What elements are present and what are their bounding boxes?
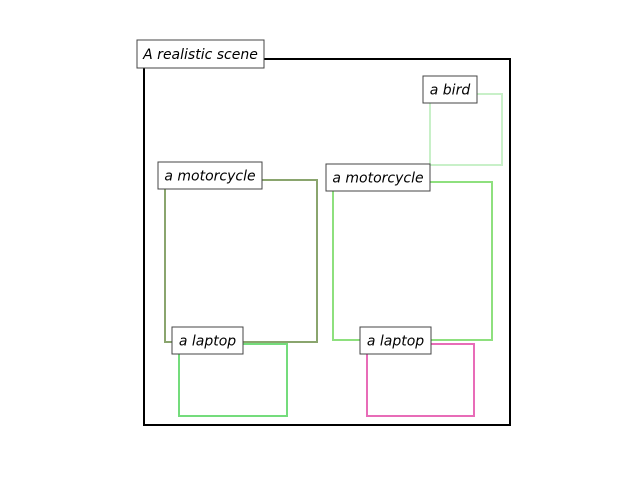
bird-label: a bird bbox=[422, 75, 478, 104]
bird-box bbox=[429, 93, 503, 166]
motorcycle-right-box bbox=[332, 181, 493, 341]
scene-frame bbox=[143, 58, 511, 426]
motorcycle-left-label-text: a motorcycle bbox=[164, 169, 255, 185]
laptop-left-label: a laptop bbox=[171, 326, 244, 355]
motorcycle-left-label: a motorcycle bbox=[157, 161, 263, 190]
laptop-right-label-text: a laptop bbox=[367, 334, 424, 350]
motorcycle-right-label: a motorcycle bbox=[325, 163, 431, 192]
motorcycle-left-box bbox=[164, 179, 318, 343]
scene-title-label: A realistic scene bbox=[136, 39, 265, 69]
motorcycle-right-label-text: a motorcycle bbox=[332, 171, 423, 187]
laptop-right-box bbox=[366, 343, 475, 417]
scene-title-text: A realistic scene bbox=[142, 47, 258, 63]
laptop-right-label: a laptop bbox=[359, 326, 432, 355]
laptop-left-box bbox=[178, 343, 288, 417]
laptop-left-label-text: a laptop bbox=[179, 334, 236, 350]
bird-label-text: a bird bbox=[430, 83, 471, 99]
